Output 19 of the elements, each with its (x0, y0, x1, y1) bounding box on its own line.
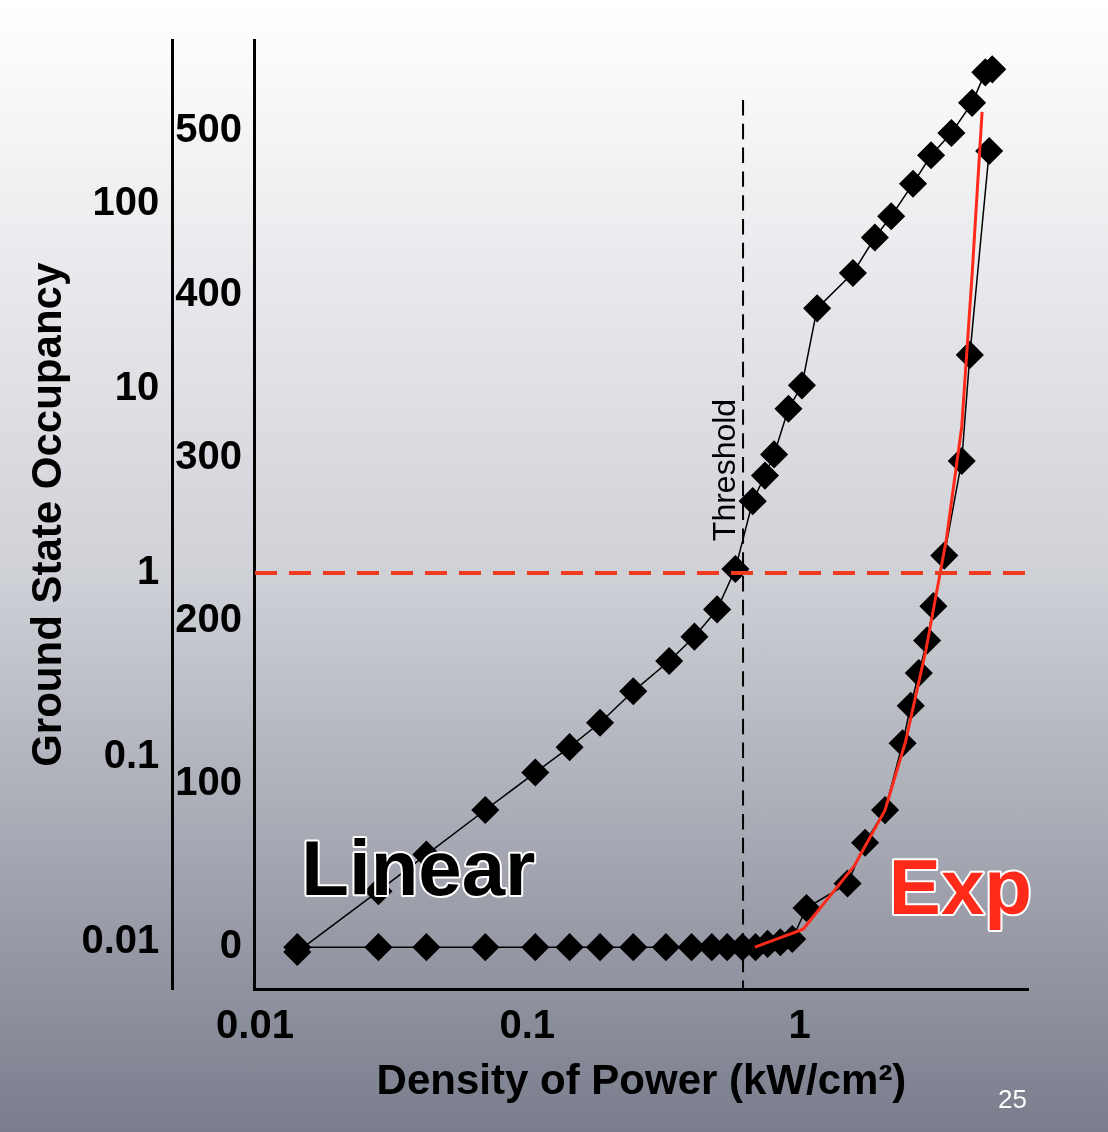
x-tick-label: 0.1 (499, 1001, 556, 1046)
x-axis-title: Density of Power (kW/cm²) (376, 1056, 907, 1104)
y-tick-label: 1 (137, 547, 160, 592)
annotation: Exp (888, 842, 1032, 931)
y2-tick-label: 0 (219, 922, 242, 967)
y-tick-label: 0.1 (103, 732, 160, 777)
ref-line-label: Threshold (706, 398, 743, 542)
y2-tick-label: 500 (175, 106, 242, 151)
y2-tick-label: 200 (175, 595, 242, 640)
x-tick-label: 0.01 (216, 1001, 294, 1046)
x-tick-label: 1 (788, 1001, 811, 1046)
y-tick-label: 0.01 (81, 916, 160, 961)
y2-tick-label: 300 (175, 432, 242, 477)
y-tick-label: 100 (92, 179, 160, 224)
y-tick-label: 10 (114, 363, 160, 408)
y-axis-title: Ground State Occupancy (22, 262, 70, 767)
text: 25 (998, 1084, 1027, 1114)
y2-tick-label: 100 (175, 759, 242, 804)
y2-tick-label: 400 (175, 269, 242, 314)
